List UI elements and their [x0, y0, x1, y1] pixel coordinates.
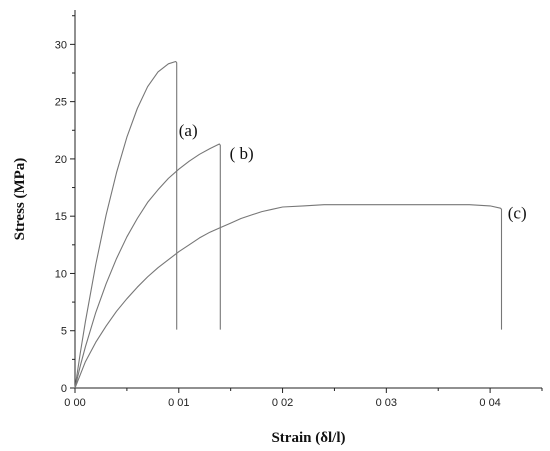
y-tick-label: 20	[55, 154, 67, 166]
curve-labels: (a) ( b) (c)	[179, 121, 527, 222]
x-tick-label: 0 01	[168, 397, 189, 409]
y-axis-title: Stress (MPa)	[12, 158, 28, 241]
y-tick-label: 10	[55, 268, 67, 280]
x-tick-label: 0 03	[376, 397, 397, 409]
y-tick-label: 30	[55, 39, 67, 51]
x-tick-label: 0 04	[479, 397, 500, 409]
y-tick-label: 25	[55, 97, 67, 109]
y-tick-label: 5	[61, 326, 67, 338]
curve-label-a: (a)	[179, 121, 198, 140]
x-axis-title: Strain (δl/l)	[271, 430, 345, 446]
series-line-b	[74, 143, 221, 389]
y-tick-label: 0	[61, 383, 67, 395]
x-tick-label: 0 02	[272, 397, 293, 409]
series-group	[74, 60, 503, 389]
x-tick-label: 0 00	[64, 397, 85, 409]
series-line-a	[74, 60, 178, 389]
plot-axes: 0 00 0 01 0 02 0 03 0 04 0 5 10 15 20 25 30	[55, 10, 543, 409]
series-line-c	[74, 204, 503, 389]
y-tick-label: 15	[55, 211, 67, 223]
curve-label-c: (c)	[508, 203, 527, 222]
curve-label-b: ( b)	[230, 144, 254, 163]
